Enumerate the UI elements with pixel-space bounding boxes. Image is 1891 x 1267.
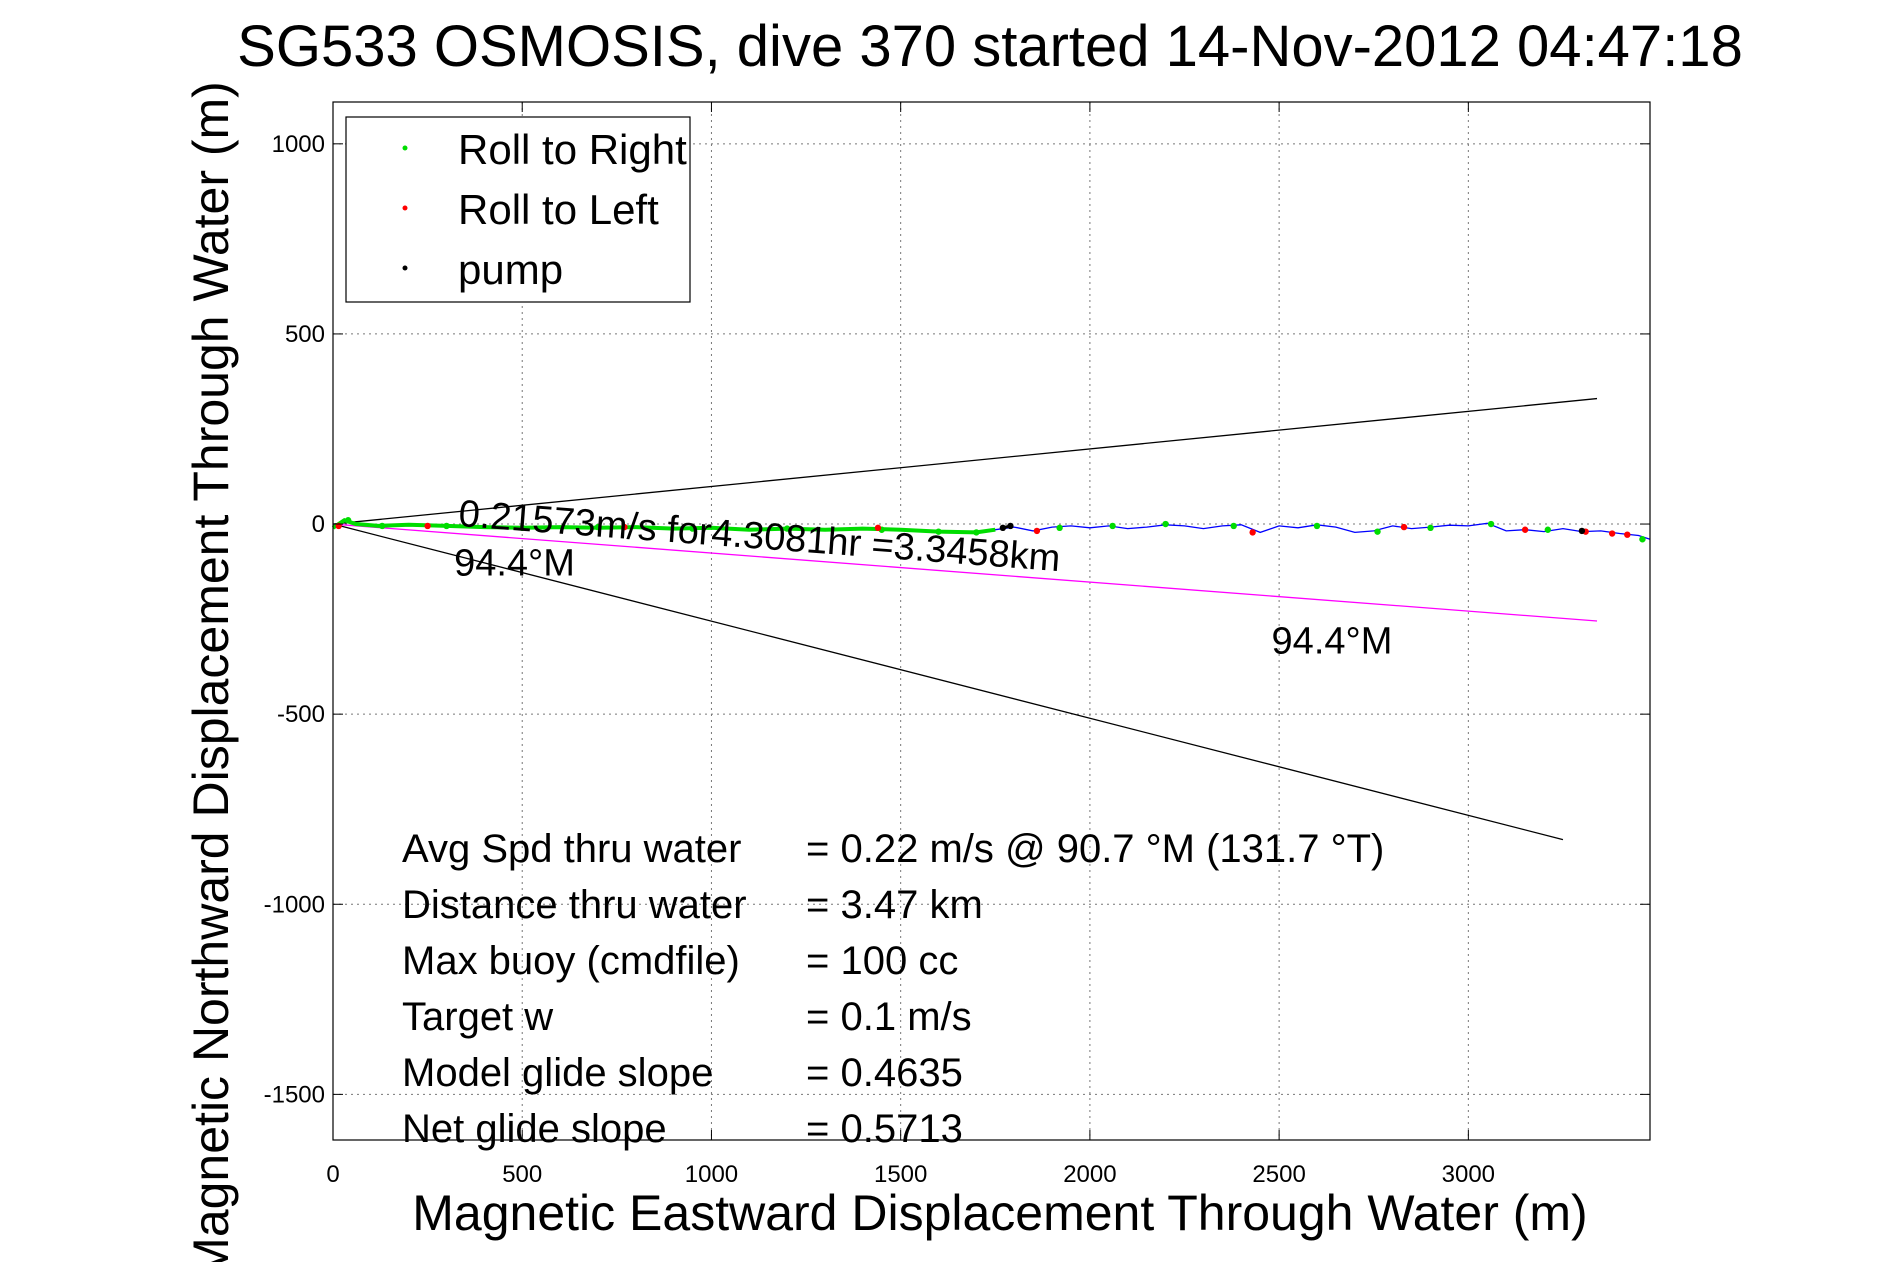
stats-layer: Avg Spd thru water = 0.22 m/s @ 90.7 °M (… — [402, 827, 1384, 1151]
annotation-layer: 0.21573m/s for4.3081hr =3.3458km94.4°M94… — [454, 493, 1392, 662]
roll-right-track — [331, 517, 996, 535]
x-tick-label: 2500 — [1252, 1161, 1305, 1188]
roll-right-marker — [1230, 522, 1237, 530]
roll-left-marker — [1400, 523, 1408, 531]
stats-value: = 100 cc — [806, 939, 958, 983]
roll-right-marker — [1162, 520, 1169, 528]
x-tick-label: 1500 — [874, 1161, 927, 1188]
reference-line-cone-lower — [332, 523, 1564, 841]
roll-left-marker — [1521, 526, 1529, 533]
x-tick-label: 500 — [502, 1161, 542, 1188]
roll-right-marker — [1313, 522, 1321, 530]
stats-label: Distance thru water — [402, 883, 747, 927]
roll-right-marker — [935, 528, 942, 535]
legend-marker — [402, 205, 408, 211]
stats-value: = 3.47 km — [806, 883, 983, 927]
x-tick-label: 2000 — [1063, 1161, 1116, 1188]
roll-right-marker — [1544, 526, 1552, 533]
roll-left-marker — [1624, 531, 1631, 538]
roll-left-marker — [621, 523, 628, 531]
stats-label: Net glide slope — [402, 1107, 667, 1151]
legend-label: pump — [458, 246, 563, 293]
y-tick-label: -1500 — [264, 1081, 325, 1108]
stats-value: = 0.1 m/s — [806, 995, 972, 1039]
marker-layer — [335, 517, 1646, 543]
roll-right-marker — [443, 522, 450, 530]
y-tick-label: 500 — [285, 321, 325, 348]
x-tick-label: 0 — [326, 1161, 339, 1188]
x-tick-label: 1000 — [685, 1161, 738, 1188]
stats-value: = 0.4635 — [806, 1051, 963, 1095]
roll-right-marker — [344, 517, 352, 524]
roll-left-marker — [1033, 527, 1041, 535]
stats-label: Target w — [402, 995, 553, 1039]
stats-label: Max buoy (cmdfile) — [402, 939, 740, 983]
roll-right-marker — [1374, 528, 1381, 535]
roll-right-marker — [1109, 522, 1116, 530]
roll-right-marker — [783, 525, 791, 532]
plot-frame — [332, 101, 1651, 1141]
roll-left-marker — [1249, 529, 1256, 536]
reference-lines — [332, 397, 1598, 841]
roll-right-marker — [973, 529, 980, 536]
roll-right-marker — [594, 523, 602, 531]
stats-label: Model glide slope — [402, 1051, 713, 1095]
legend-marker — [402, 265, 408, 271]
reference-line-heading — [332, 523, 1598, 622]
roll-right-marker — [1427, 524, 1434, 532]
roll-right-marker — [1056, 524, 1063, 532]
chart-title: SG533 OSMOSIS, dive 370 started 14-Nov-2… — [237, 14, 1743, 79]
x-tick-label: 3000 — [1442, 1161, 1495, 1188]
legend: Roll to Right Roll to Left pump — [345, 116, 691, 303]
grid-layer — [333, 102, 1650, 1140]
y-axis-label: Magnetic Northward Displacement Through … — [183, 81, 239, 1262]
legend-marker — [402, 145, 408, 151]
y-tick-label: 1000 — [272, 131, 325, 158]
roll-right-marker — [1639, 536, 1646, 543]
stats-value: = 0.22 m/s @ 90.7 °M (131.7 °T) — [806, 827, 1384, 871]
reference-line-cone-upper — [332, 397, 1598, 525]
stats-value: = 0.5713 — [806, 1107, 963, 1151]
track-layer — [331, 517, 1651, 540]
tick-layer: 0 500 1000 1500 2000 2500 3000 1000 500 0 -500 -100… — [264, 102, 1650, 1188]
roll-right-marker — [378, 522, 386, 530]
legend-label: Roll to Right — [458, 126, 687, 173]
roll-left-marker — [1608, 530, 1616, 537]
roll-left-marker — [424, 522, 431, 530]
legend-label: Roll to Left — [458, 186, 659, 233]
pump-segment — [1002, 524, 1011, 530]
x-axis-label: Magnetic Eastward Displacement Through W… — [412, 1185, 1587, 1241]
pump-marker — [1578, 527, 1586, 535]
roll-right-marker — [519, 524, 526, 532]
y-tick-label: 0 — [312, 511, 325, 538]
roll-right-marker — [689, 525, 696, 532]
annotation-2: 94.4°M — [454, 542, 575, 584]
roll-right-marker — [1487, 520, 1495, 528]
roll-left-marker — [874, 524, 882, 532]
y-tick-label: -500 — [277, 701, 325, 728]
annotation-3: 94.4°M — [1272, 620, 1393, 662]
y-tick-label: -1000 — [264, 891, 325, 918]
stats-label: Avg Spd thru water — [402, 827, 741, 871]
